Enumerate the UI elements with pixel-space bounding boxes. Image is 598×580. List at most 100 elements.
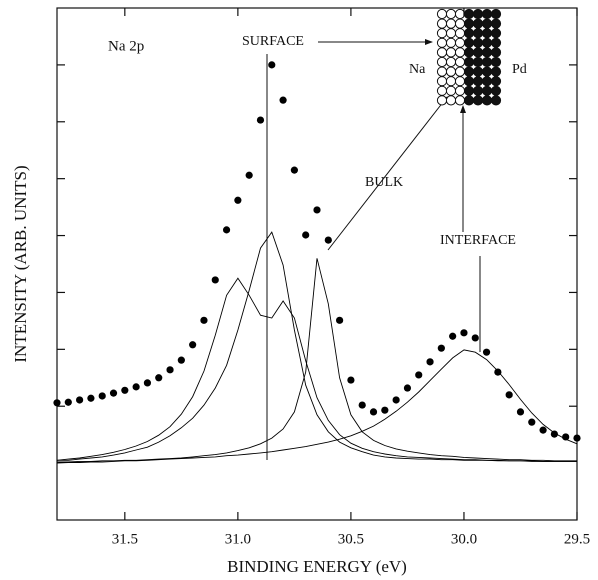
data-point [449, 332, 457, 340]
data-point [222, 226, 231, 234]
pd-atom [463, 85, 475, 96]
data-point [392, 396, 400, 404]
data-point [64, 398, 72, 406]
pd-atom [481, 85, 493, 96]
pd-atom [490, 18, 502, 29]
pd-atom [481, 37, 493, 48]
annotation: Pd [512, 62, 527, 77]
data-point [324, 236, 332, 244]
data-point [268, 61, 276, 69]
x-axis-title: BINDING ENERGY (eV) [227, 557, 407, 576]
na-atom [454, 18, 466, 29]
data-point [573, 434, 581, 442]
pd-atom [490, 66, 502, 77]
na-atom [436, 95, 448, 106]
pd-atom [472, 76, 484, 87]
pd-atom [472, 85, 484, 96]
data-point [358, 401, 366, 409]
pd-atom [463, 56, 475, 68]
na-atom [436, 18, 448, 29]
pd-atom [463, 28, 475, 39]
x-tick-label: 30.0 [451, 531, 477, 547]
pd-atom [472, 28, 484, 39]
x-tick-label: 31.0 [225, 531, 251, 547]
pd-atom [472, 18, 484, 29]
na-atom [436, 85, 448, 96]
data-point [256, 116, 265, 124]
data-point [211, 276, 219, 284]
data-point [482, 348, 491, 356]
x-tick-label: 30.5 [338, 531, 364, 547]
pd-atom [472, 37, 484, 48]
data-point [234, 196, 242, 204]
data-point [177, 356, 185, 364]
pd-atom [472, 56, 484, 68]
na-atom [445, 37, 457, 48]
data-point [155, 374, 163, 382]
pd-atom [481, 76, 493, 87]
pd-atom [490, 76, 502, 87]
pd-atom [481, 95, 493, 106]
fit-curve [57, 231, 577, 462]
pd-atom [481, 8, 493, 20]
na-atom [445, 28, 457, 39]
na-atom [454, 76, 466, 87]
na-atom [454, 56, 466, 68]
data-point [290, 166, 298, 174]
na-atom [436, 47, 448, 58]
na-atom [445, 66, 457, 77]
pd-atom [490, 28, 502, 39]
plot-frame [56, 7, 578, 521]
na-atom [445, 47, 457, 58]
pd-atom [490, 37, 502, 48]
annotation: Na [409, 62, 426, 77]
data-point [505, 391, 513, 399]
data-point [381, 406, 389, 414]
na-atom [436, 66, 448, 77]
na-atom [436, 76, 448, 87]
arrow [327, 96, 448, 251]
pd-atom [472, 66, 484, 77]
fit-curve [56, 349, 578, 464]
na-atom [445, 95, 457, 106]
data-point [76, 396, 84, 404]
pd-atom [481, 47, 493, 58]
x-tick-label: 29.5 [564, 531, 590, 547]
data-point [336, 316, 344, 324]
data-point [109, 389, 118, 397]
data-point [53, 399, 61, 407]
na-atom [454, 8, 466, 20]
annotation: INTERFACE [440, 233, 516, 248]
na-atom [454, 47, 466, 58]
data-point [279, 96, 287, 104]
pd-atom [481, 66, 493, 77]
na-atom [436, 8, 448, 20]
na-atom [436, 37, 448, 48]
pd-atom [463, 47, 475, 58]
annotation: BULK [365, 175, 403, 190]
x-tick-label: 31.5 [112, 531, 138, 547]
na-atom [454, 37, 466, 48]
pd-atom [490, 85, 502, 96]
data-point [528, 418, 536, 426]
pd-atom [472, 8, 484, 20]
data-point [87, 394, 95, 402]
data-point [200, 316, 208, 324]
pd-atom [490, 8, 502, 20]
na-atom [445, 8, 457, 20]
na-atom [454, 85, 466, 96]
na-atom [445, 56, 457, 68]
pd-atom [463, 18, 475, 29]
data-point [403, 384, 412, 392]
data-point [98, 392, 106, 400]
na-atom [454, 66, 466, 77]
data-point [313, 206, 321, 214]
data-point [516, 408, 525, 416]
data-point [550, 430, 558, 438]
pd-atom [463, 95, 475, 106]
pd-atom [481, 18, 493, 29]
data-point [460, 329, 468, 337]
data-point [189, 341, 197, 349]
